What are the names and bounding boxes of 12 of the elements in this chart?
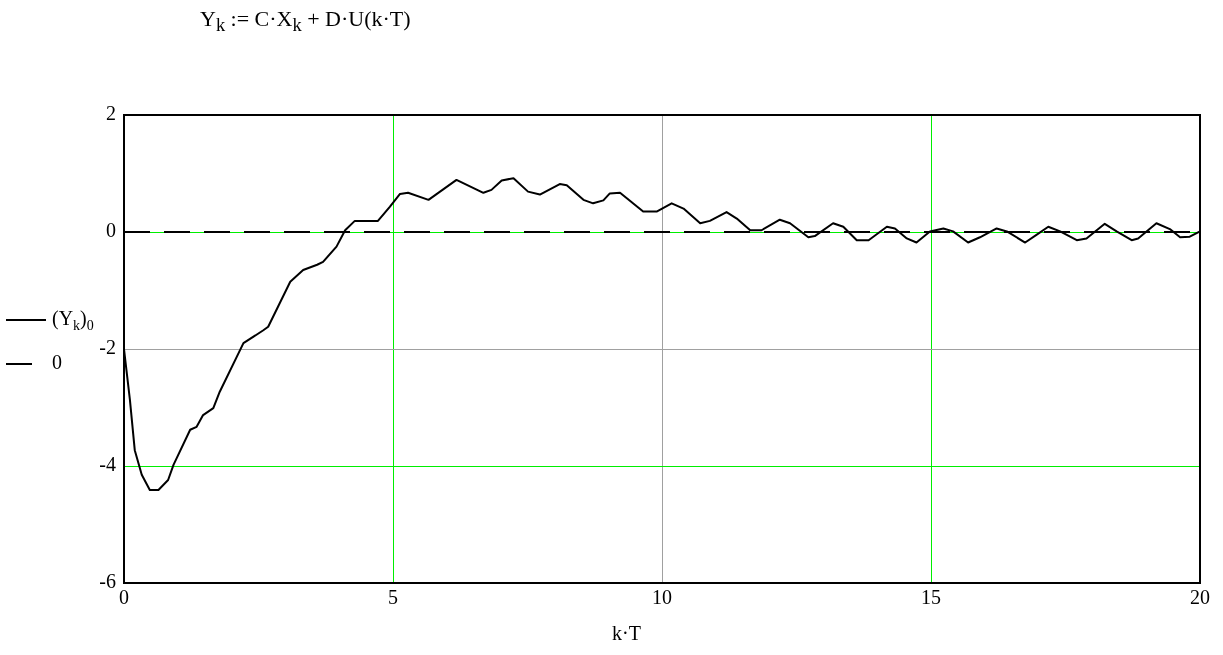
legend-label: 0 [52,351,62,374]
x-axis-title: k·T [612,622,641,645]
y-tick-label: -4 [99,453,116,476]
y-tick-label: 0 [106,219,116,242]
x-tick-label: 5 [388,586,398,609]
x-tick-label: 15 [921,586,941,609]
x-tick-label: 10 [652,586,672,609]
y-tick-label: -2 [99,336,116,359]
y-tick-label: -6 [99,570,116,593]
x-tick-label: 20 [1190,586,1210,609]
chart-title: Y$_{k}$ := C·X$_{k}$ + D·U(k·T) [200,6,411,37]
y-tick-label: 2 [106,102,116,125]
